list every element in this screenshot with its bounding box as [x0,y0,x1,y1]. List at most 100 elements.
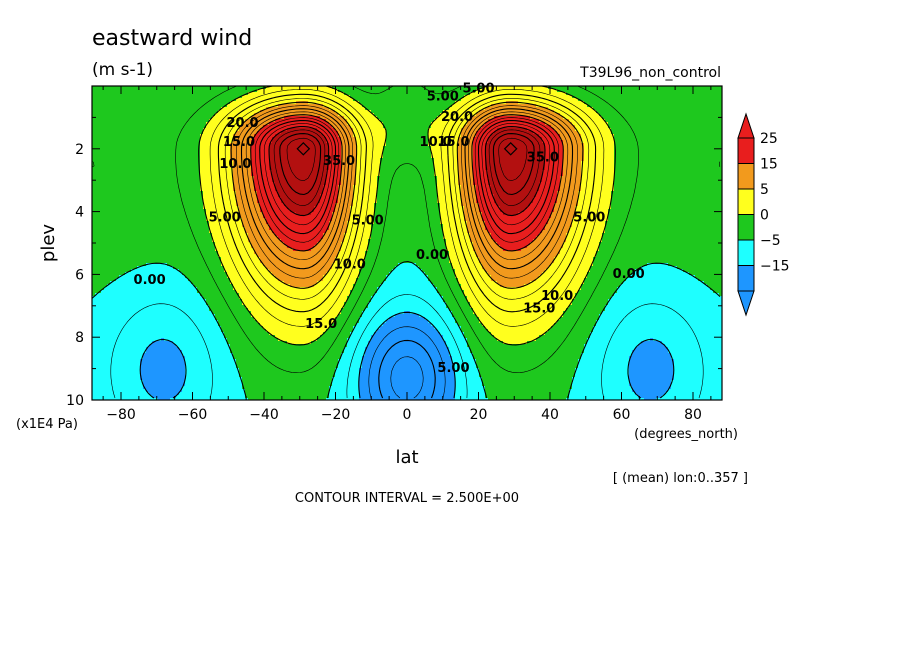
field-cell [641,341,662,344]
field-cell [290,284,314,287]
field-cell [152,395,176,398]
field-cell [353,134,386,137]
field-cell [269,152,329,155]
field-cell [209,119,245,122]
field-cell [359,371,455,374]
field-cell [92,218,206,221]
field-cell [257,254,338,257]
field-cell [356,182,377,185]
field-cell [572,302,608,305]
field-cell [428,131,461,134]
field-cell [458,137,473,140]
field-cell [278,338,317,341]
field-cell [248,236,278,239]
run-label: T39L96_non_control [579,65,721,81]
field-cell [152,341,173,344]
field-cell [479,257,554,260]
field-cell [92,326,221,329]
field-cell [452,356,473,359]
field-cell [176,344,230,347]
field-cell [230,146,251,149]
field-cell [368,344,446,347]
field-cell [143,380,185,383]
field-cell [323,332,350,335]
field-cell [437,191,461,194]
field-cell [347,341,368,344]
field-cell [581,134,614,137]
field-cell [476,113,560,116]
field-cell [485,161,545,164]
field-cell [500,284,524,287]
field-cell [374,209,440,212]
field-cell [377,179,437,182]
field-cell [341,245,368,248]
field-cell [332,212,350,215]
field-cell [470,233,491,236]
field-cell [452,311,473,314]
field-cell [605,230,722,233]
field-cell [236,203,260,206]
field-cell [416,263,452,266]
field-cell [320,335,350,338]
field-cell [590,332,722,335]
field-cell [431,281,458,284]
field-cell [254,248,293,251]
field-cell [485,158,545,161]
field-cell [182,272,227,275]
field-cell [362,362,452,365]
field-cell [335,320,359,323]
field-cell [362,365,452,368]
field-cell [635,347,668,350]
field-cell [377,182,437,185]
field-cell [587,338,650,341]
field-cell [116,278,188,281]
field-cell [623,281,704,284]
field-cell [215,317,254,320]
field-cell [374,221,440,224]
field-cell [242,377,332,380]
field-cell [485,326,551,329]
field-cell [572,299,608,302]
field-cell [695,275,722,278]
field-cell [563,155,584,158]
field-cell [92,128,203,131]
field-cell [524,209,554,212]
field-cell [350,212,374,215]
field-cell [446,341,467,344]
field-cell [92,119,209,122]
field-cell [392,269,422,272]
field-cell [338,188,353,191]
field-cell [485,155,545,158]
field-cell [281,200,320,203]
field-cell [662,341,722,344]
field-cell [557,254,596,257]
field-cell [437,182,458,185]
contour-line [139,311,675,399]
field-cell [200,149,230,152]
field-cell [359,386,455,389]
field-cell [476,359,578,362]
field-cell [278,191,323,194]
field-cell [365,257,449,260]
field-cell [365,251,449,254]
field-cell [203,191,236,194]
field-cell [269,161,329,164]
y-tick-label: 6 [75,267,84,283]
field-cell [563,158,584,161]
field-cell [473,182,488,185]
field-cell [92,248,215,251]
field-cell [326,140,341,143]
field-cell [476,188,491,191]
field-cell [362,359,452,362]
field-cell [581,140,614,143]
colorbar-label: 15 [760,157,778,173]
field-cell [674,368,722,371]
field-cell [488,398,566,400]
field-cell [329,395,359,398]
field-cell [146,263,167,266]
field-cell [374,203,440,206]
x-tick-label: −60 [178,407,208,423]
field-cell [338,362,362,365]
field-cell [440,293,464,296]
